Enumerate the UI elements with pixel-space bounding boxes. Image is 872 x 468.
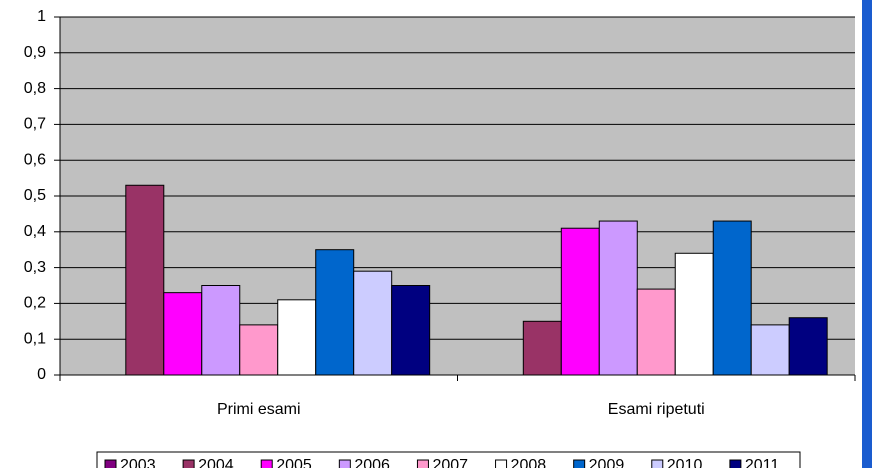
- bar: [522, 320, 562, 376]
- legend-swatch: [416, 459, 429, 468]
- y-tick-label: 0,7: [24, 116, 46, 133]
- legend-swatch: [729, 459, 742, 468]
- bar: [163, 292, 203, 376]
- y-tick-label: 0,9: [24, 44, 46, 61]
- bar: [598, 220, 638, 376]
- x-tick-label: Primi esami: [217, 401, 301, 418]
- y-tick-label: 0,8: [24, 80, 46, 97]
- bar: [391, 285, 431, 376]
- y-tick-label: 0,2: [24, 295, 46, 312]
- bar: [712, 220, 752, 376]
- legend-label: 2004: [198, 457, 234, 468]
- bar: [674, 252, 714, 376]
- y-tick-label: 0,4: [24, 223, 46, 240]
- legend-label: 2007: [432, 457, 468, 468]
- y-tick-label: 0,1: [24, 330, 46, 347]
- legend-swatch: [260, 459, 273, 468]
- bar: [788, 317, 828, 376]
- legend-label: 2008: [511, 457, 547, 468]
- legend-swatch: [573, 459, 586, 468]
- legend-label: 2009: [589, 457, 625, 468]
- bar: [636, 288, 676, 376]
- bar: [750, 324, 790, 376]
- legend-swatch: [495, 459, 508, 468]
- bar: [201, 285, 241, 376]
- legend-swatch: [338, 459, 351, 468]
- bar: [560, 227, 600, 376]
- y-tick-label: 1: [37, 8, 46, 25]
- y-tick-label: 0,5: [24, 187, 46, 204]
- legend-swatch: [182, 459, 195, 468]
- legend-swatch: [651, 459, 664, 468]
- bar: [315, 249, 355, 376]
- legend-swatch: [104, 459, 117, 468]
- window-border: [862, 0, 872, 468]
- legend-label: 2006: [354, 457, 390, 468]
- bar: [239, 324, 279, 376]
- y-tick-label: 0,6: [24, 151, 46, 168]
- legend-label: 2010: [667, 457, 703, 468]
- bar: [125, 184, 165, 376]
- y-tick-label: 0,3: [24, 259, 46, 276]
- legend-label: 2003: [120, 457, 156, 468]
- x-tick-label: Esami ripetuti: [608, 401, 705, 418]
- bar: [277, 299, 317, 376]
- legend-label: 2005: [276, 457, 312, 468]
- legend-box: [96, 451, 801, 468]
- legend-label: 2011: [745, 457, 780, 468]
- y-tick-label: 0: [37, 366, 46, 383]
- bar: [353, 270, 393, 376]
